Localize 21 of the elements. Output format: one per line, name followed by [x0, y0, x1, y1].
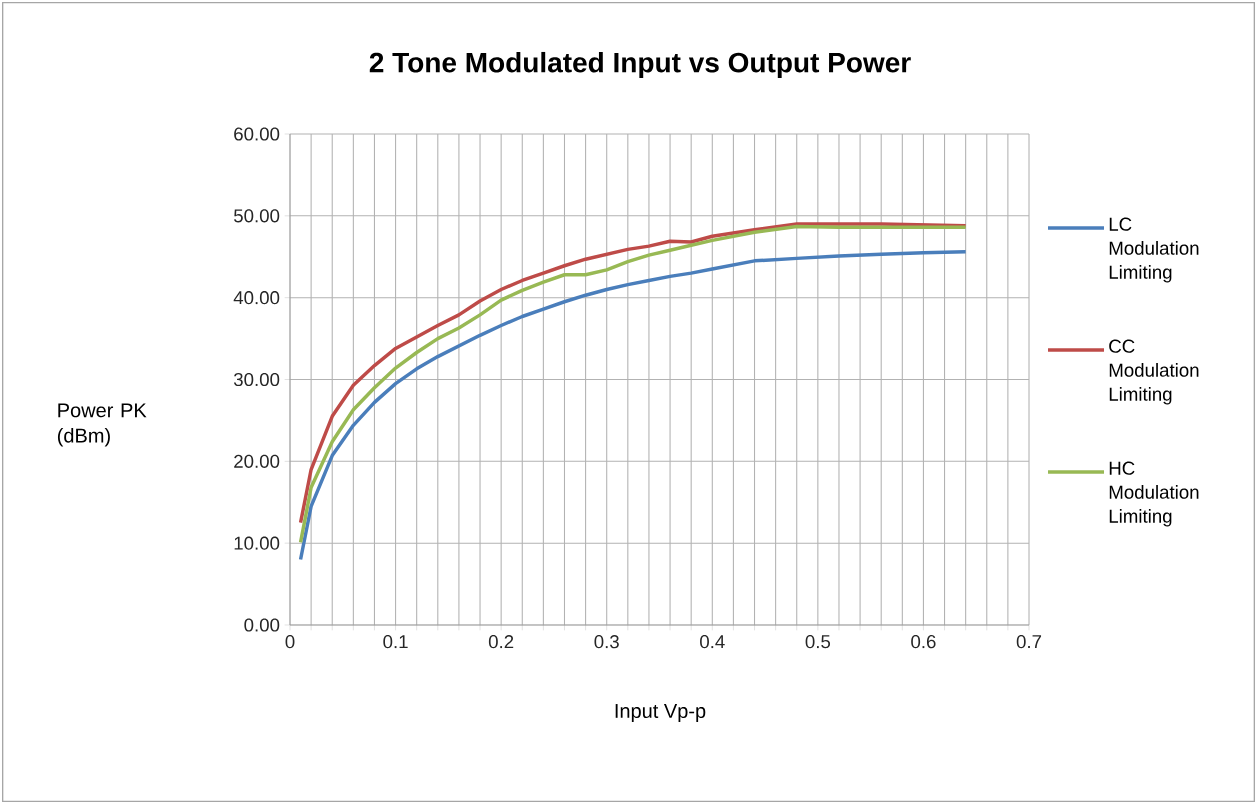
x-tick-label: 0.1 — [383, 635, 408, 649]
y-axis-title: Power PK (dBm) — [57, 403, 147, 447]
y-tick-label: 0.00 — [244, 618, 280, 632]
x-axis-title: Input Vp-p — [615, 704, 706, 722]
x-tick-label: 0.7 — [1016, 635, 1042, 649]
y-tick-label: 30.00 — [233, 372, 280, 387]
x-tick-label: 0.4 — [700, 635, 725, 649]
legend-label: CC Modulation Limiting — [1109, 339, 1199, 405]
x-tick-label: 0.5 — [805, 635, 831, 649]
x-tick-label: 0 — [285, 635, 295, 649]
y-tick-label: 10.00 — [234, 536, 280, 550]
x-tick-label: 0.6 — [911, 635, 936, 649]
y-tick-label: 50.00 — [234, 209, 280, 223]
legend-label: HC Modulation Limiting — [1109, 461, 1199, 527]
x-tick-label: 0.3 — [594, 635, 619, 649]
x-tick-label: 0.2 — [488, 635, 514, 649]
y-tick-label: 40.00 — [233, 291, 280, 305]
legend-label: LC Modulation Limiting — [1109, 217, 1199, 283]
y-tick-label: 20.00 — [234, 454, 280, 468]
chart-title: 2 Tone Modulated Input vs Output Power — [369, 51, 911, 79]
y-tick-label: 60.00 — [234, 127, 280, 141]
